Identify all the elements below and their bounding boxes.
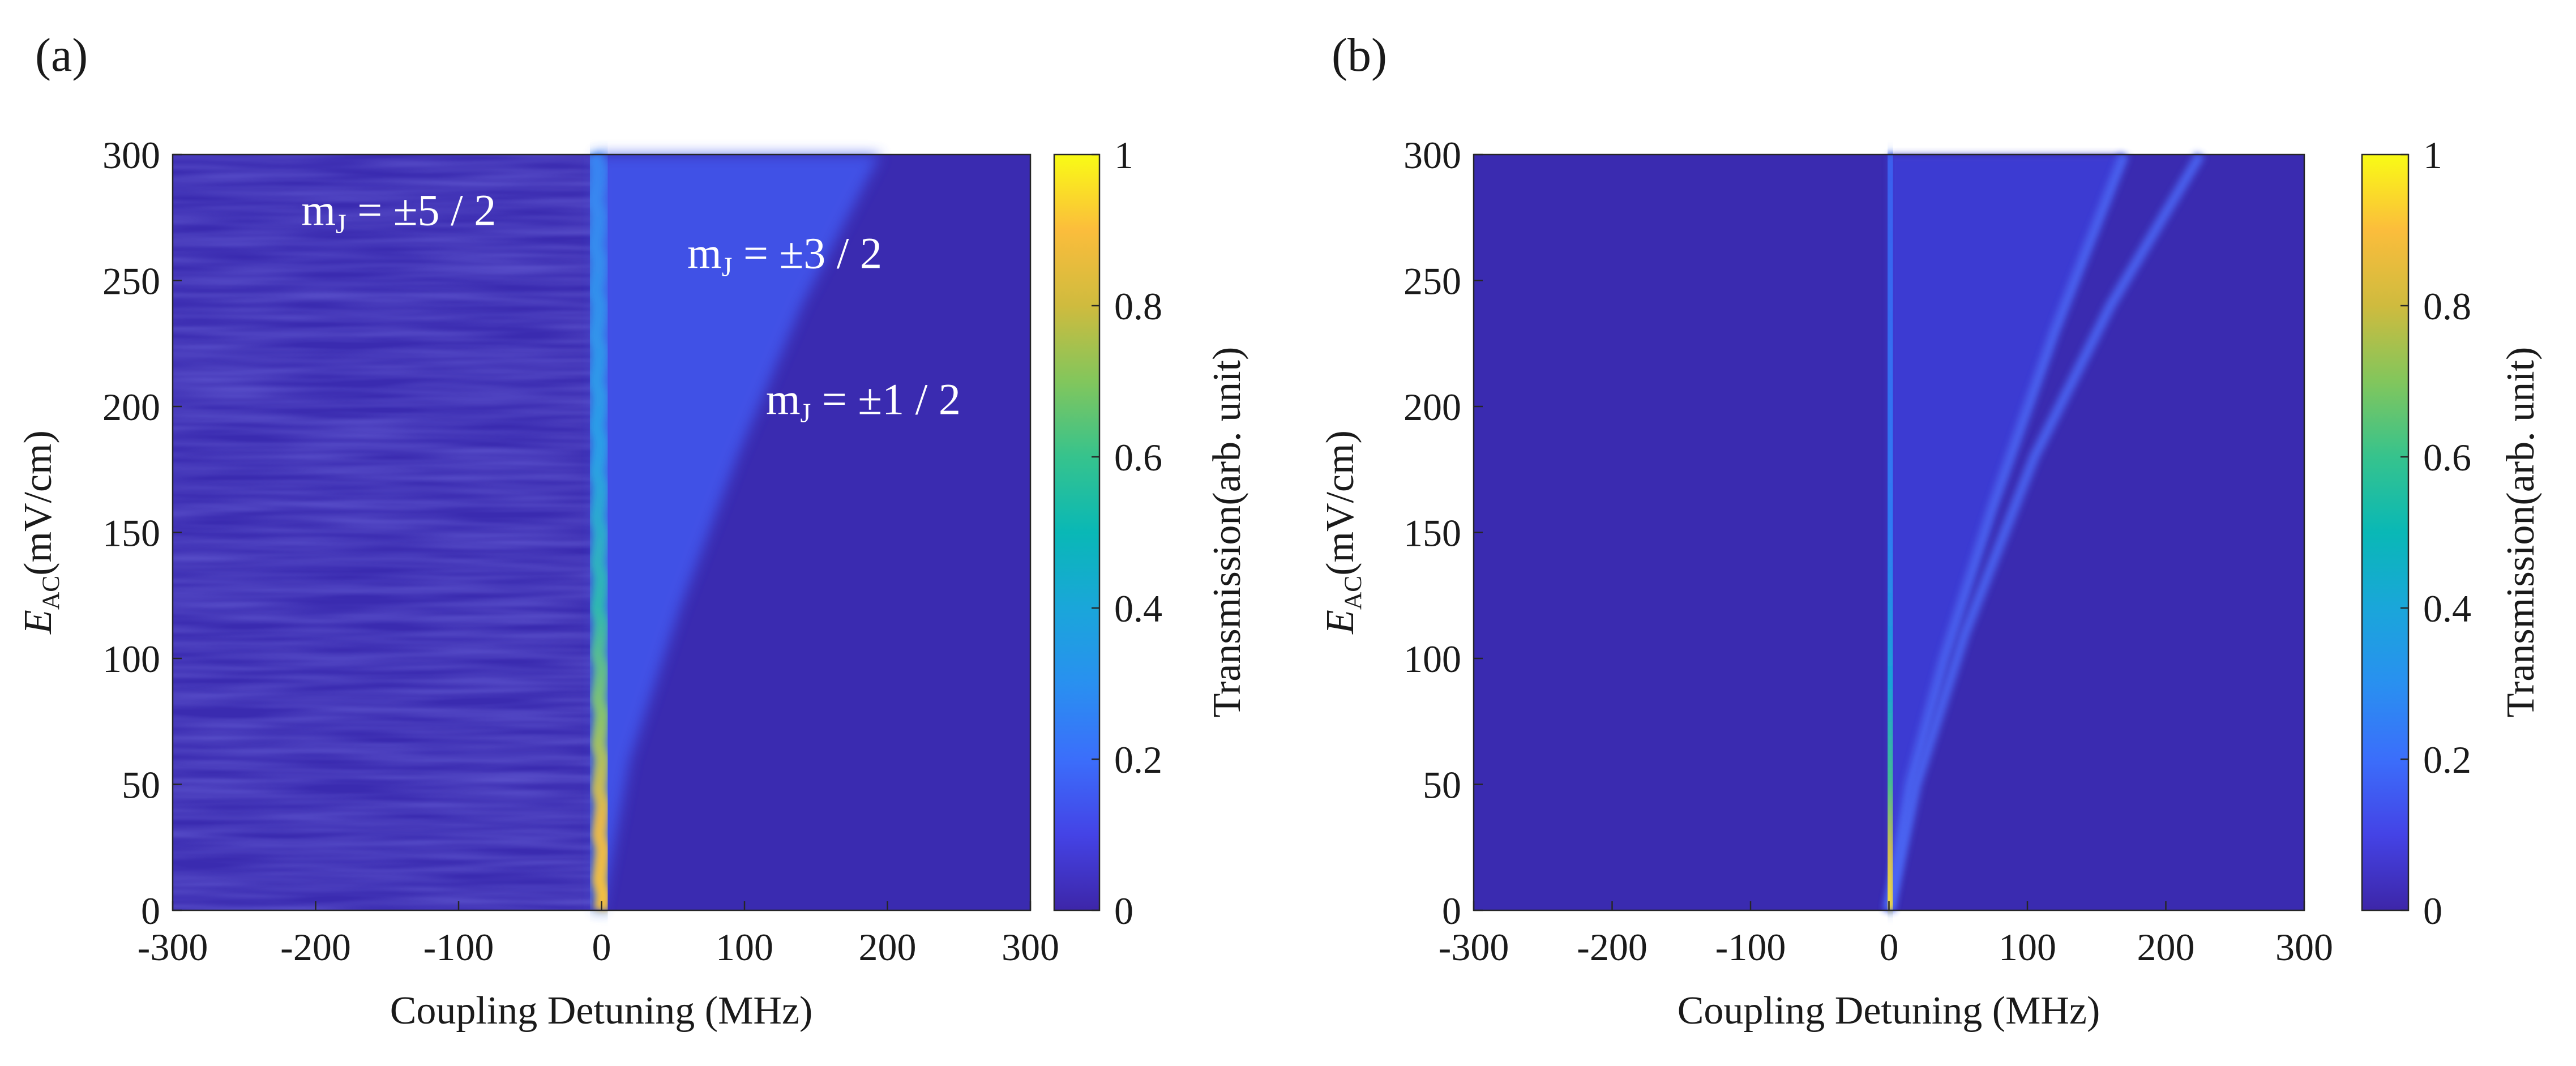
panel-a-x-ticks: -300 -200 -100 0 100 200 300 xyxy=(138,901,1059,969)
colorbar-tick-label: 1 xyxy=(1114,134,1133,177)
panel-b-y-ticks: 0 50 100 150 200 250 300 xyxy=(1403,134,1483,932)
panel-a-x-axis-label: Coupling Detuning (MHz) xyxy=(390,989,813,1033)
x-tick-label: -200 xyxy=(280,926,351,969)
y-tick-label: 100 xyxy=(102,637,160,680)
colorbar-tick-label: 0.6 xyxy=(2423,436,2471,479)
x-tick-label: 100 xyxy=(716,926,773,969)
colorbar-tick-label: 0 xyxy=(1114,889,1133,932)
x-tick-label: -200 xyxy=(1577,926,1648,969)
y-tick-label: 50 xyxy=(1423,764,1461,807)
panel-b-y-axis-label: EAC(mV/cm) xyxy=(1319,430,1367,635)
panel-b-branch-1 xyxy=(1884,152,2129,911)
panel-a-colorbar-label: Transmission(arb. unit) xyxy=(1205,347,1249,718)
y-tick-label: 0 xyxy=(141,889,160,932)
y-tick-label: 200 xyxy=(1403,386,1461,429)
x-tick-label: -100 xyxy=(423,926,494,969)
x-tick-label: -300 xyxy=(138,926,208,969)
y-tick-label: 250 xyxy=(102,260,160,303)
panel-a-y-axis-label: EAC(mV/cm) xyxy=(16,430,65,635)
y-tick-label: 0 xyxy=(1442,889,1461,932)
x-tick-label: 100 xyxy=(1999,926,2056,969)
y-tick-label: 150 xyxy=(1403,512,1461,555)
y-tick-label: 200 xyxy=(102,386,160,429)
panel-a-colorbar: 0 0.2 0.4 0.6 0.8 1 Transmission(arb. unit) xyxy=(1053,134,1249,932)
panel-a-y-ticks: 0 50 100 150 200 250 300 xyxy=(102,134,182,932)
panel-b-colorbar: 0 0.2 0.4 0.6 0.8 1 Transmission(arb. unit) xyxy=(2361,134,2543,932)
y-tick-label: 250 xyxy=(1403,260,1461,303)
panel-b-heatmap xyxy=(1474,152,2304,911)
panel-b: (b) -300 -200 -100 0 100 200 300 0 50 100 150 200 2… xyxy=(1319,29,2543,1033)
colorbar-tick-label: 0.2 xyxy=(1114,738,1162,781)
panel-a-annotations: mJ = ±5 / 2 mJ = ±3 / 2 mJ = ±1 / 2 xyxy=(301,186,961,429)
panel-a-label: (a) xyxy=(35,29,88,82)
y-tick-label: 150 xyxy=(102,512,160,555)
colorbar-tick-label: 0.8 xyxy=(2423,285,2471,328)
panel-a-heatmap xyxy=(173,152,1030,912)
x-tick-label: 200 xyxy=(859,926,917,969)
panel-a: (a) mJ = ±5 / 2 mJ = ±3 / 2 mJ = ±1 / 2 -3… xyxy=(16,29,1249,1033)
y-tick-label: 300 xyxy=(102,134,160,177)
x-tick-label: -100 xyxy=(1715,926,1786,969)
x-tick-label: -300 xyxy=(1439,926,1509,969)
y-tick-label: 100 xyxy=(1403,637,1461,680)
colorbar-tick-label: 0 xyxy=(2423,889,2442,932)
x-tick-label: 200 xyxy=(2137,926,2195,969)
colorbar-tick-label: 0.8 xyxy=(1114,285,1162,328)
panel-a-fan-region xyxy=(596,155,880,910)
annotation-mj-2: mJ = ±3 / 2 xyxy=(687,228,882,282)
y-tick-label: 50 xyxy=(122,764,160,807)
annotation-mj-3: mJ = ±1 / 2 xyxy=(766,374,961,428)
colorbar-tick-label: 0.2 xyxy=(2423,738,2471,781)
colorbar-tick-label: 0.4 xyxy=(2423,587,2471,630)
panel-b-central-line xyxy=(1882,154,1898,911)
panel-b-label: (b) xyxy=(1332,29,1387,82)
panel-b-branch-2 xyxy=(1884,152,2205,911)
panel-b-colorbar-label: Transmission(arb. unit) xyxy=(2499,347,2543,718)
x-tick-label: 300 xyxy=(2275,926,2333,969)
colorbar-tick-label: 0.4 xyxy=(1114,587,1162,630)
y-tick-label: 300 xyxy=(1403,134,1461,177)
panel-b-x-ticks: -300 -200 -100 0 100 200 300 xyxy=(1439,901,2333,969)
annotation-mj-1: mJ = ±5 / 2 xyxy=(301,186,496,239)
x-tick-label: 300 xyxy=(1002,926,1059,969)
x-tick-label: 0 xyxy=(592,926,611,969)
colorbar-tick-label: 0.6 xyxy=(1114,436,1162,479)
panel-b-branch-fill xyxy=(1889,155,2125,910)
panel-a-central-line xyxy=(587,153,611,911)
x-tick-label: 0 xyxy=(1880,926,1899,969)
colorbar-tick-label: 1 xyxy=(2423,134,2442,177)
panel-b-x-axis-label: Coupling Detuning (MHz) xyxy=(1678,989,2100,1033)
